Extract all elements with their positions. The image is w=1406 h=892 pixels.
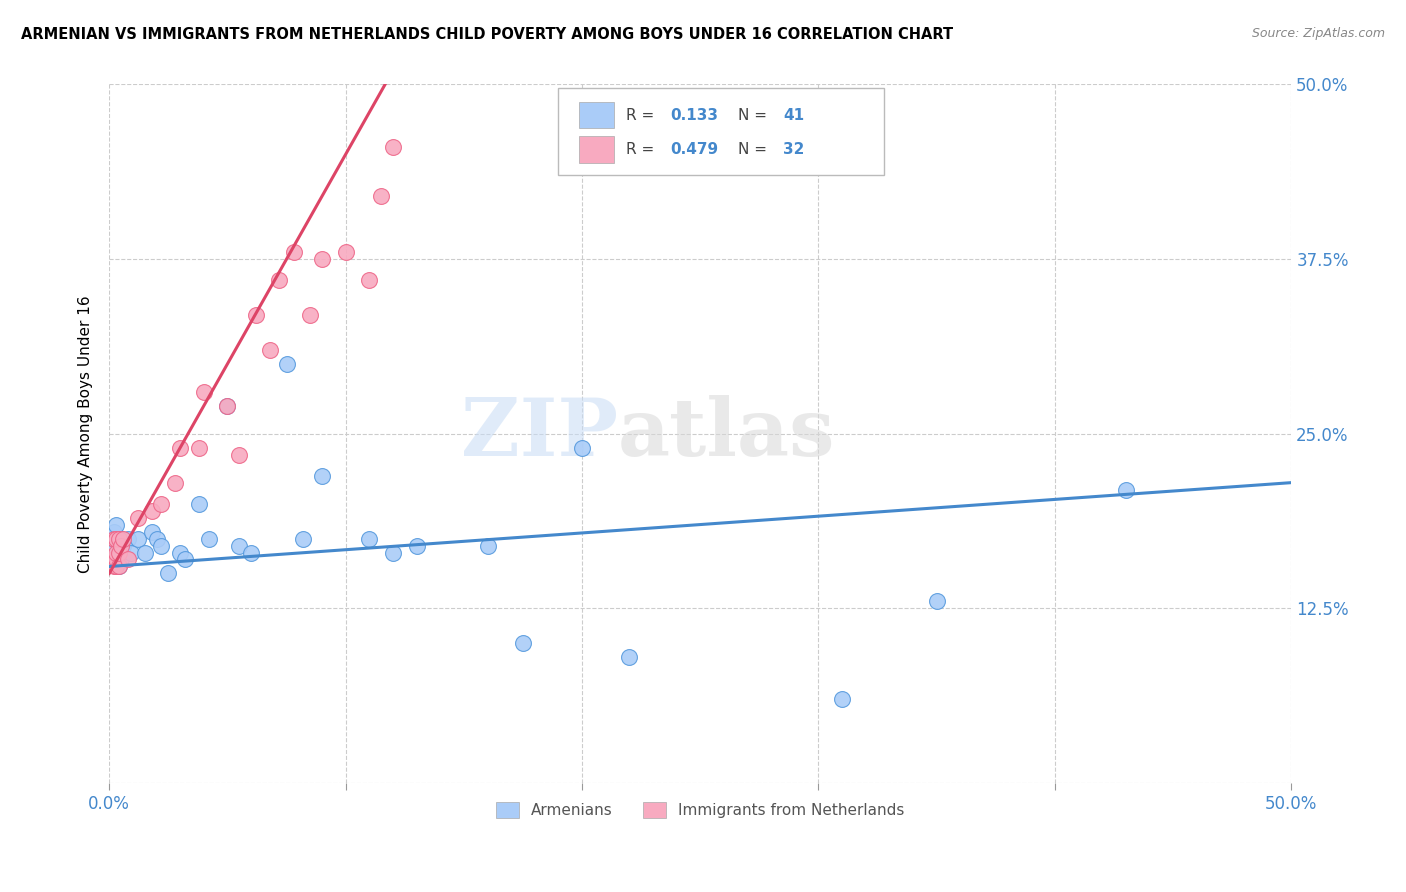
Point	[107, 545, 129, 559]
Point	[381, 140, 404, 154]
Text: N =: N =	[738, 142, 772, 157]
Point	[110, 539, 132, 553]
Point	[240, 545, 263, 559]
Point	[165, 475, 187, 490]
Point	[370, 189, 392, 203]
Point	[228, 539, 250, 553]
Point	[107, 559, 129, 574]
Point	[381, 545, 404, 559]
Point	[141, 524, 163, 539]
Point	[107, 559, 129, 574]
FancyBboxPatch shape	[558, 88, 883, 175]
Point	[925, 594, 948, 608]
Point	[150, 539, 173, 553]
Point	[103, 532, 125, 546]
Point	[105, 532, 128, 546]
FancyBboxPatch shape	[578, 136, 614, 162]
Point	[276, 357, 298, 371]
Point	[150, 497, 173, 511]
Point	[311, 468, 333, 483]
Text: Source: ZipAtlas.com: Source: ZipAtlas.com	[1251, 27, 1385, 40]
Point	[127, 510, 149, 524]
Point	[112, 532, 135, 546]
Text: 32: 32	[783, 142, 804, 157]
Text: ZIP: ZIP	[461, 395, 617, 473]
Point	[217, 399, 239, 413]
Text: R =: R =	[626, 108, 659, 123]
Point	[188, 441, 211, 455]
Point	[141, 503, 163, 517]
Point	[228, 448, 250, 462]
Point	[105, 517, 128, 532]
Point	[831, 692, 853, 706]
Point	[105, 552, 128, 566]
Point	[117, 532, 139, 546]
Point	[1115, 483, 1137, 497]
Point	[103, 539, 125, 553]
Point	[103, 559, 125, 574]
Point	[107, 545, 129, 559]
Point	[299, 308, 322, 322]
Point	[107, 532, 129, 546]
Point	[112, 539, 135, 553]
Y-axis label: Child Poverty Among Boys Under 16: Child Poverty Among Boys Under 16	[79, 295, 93, 573]
Point	[283, 245, 305, 260]
Text: 0.133: 0.133	[671, 108, 718, 123]
Point	[103, 552, 125, 566]
Point	[105, 559, 128, 574]
FancyBboxPatch shape	[578, 102, 614, 128]
Point	[105, 559, 128, 574]
Point	[117, 552, 139, 566]
Point	[110, 532, 132, 546]
Point	[110, 552, 132, 566]
Point	[217, 399, 239, 413]
Point	[292, 532, 315, 546]
Point	[245, 308, 267, 322]
Point	[103, 552, 125, 566]
Legend: Armenians, Immigrants from Netherlands: Armenians, Immigrants from Netherlands	[489, 796, 911, 824]
Point	[619, 650, 641, 665]
Text: 0.479: 0.479	[671, 142, 718, 157]
Text: atlas: atlas	[617, 395, 835, 473]
Point	[259, 343, 281, 357]
Point	[359, 273, 381, 287]
Point	[311, 252, 333, 266]
Point	[157, 566, 180, 581]
Point	[174, 552, 197, 566]
Point	[169, 441, 191, 455]
Point	[105, 545, 128, 559]
Point	[120, 545, 142, 559]
Point	[107, 532, 129, 546]
Point	[103, 532, 125, 546]
Point	[169, 545, 191, 559]
Point	[269, 273, 291, 287]
Point	[335, 245, 357, 260]
Point	[197, 532, 219, 546]
Point	[193, 384, 215, 399]
Point	[512, 636, 534, 650]
Point	[103, 524, 125, 539]
Point	[134, 545, 156, 559]
Point	[105, 532, 128, 546]
Point	[477, 539, 499, 553]
Point	[127, 532, 149, 546]
Point	[571, 441, 593, 455]
Text: N =: N =	[738, 108, 772, 123]
Point	[359, 532, 381, 546]
Point	[145, 532, 167, 546]
Text: R =: R =	[626, 142, 659, 157]
Point	[405, 539, 427, 553]
Text: ARMENIAN VS IMMIGRANTS FROM NETHERLANDS CHILD POVERTY AMONG BOYS UNDER 16 CORREL: ARMENIAN VS IMMIGRANTS FROM NETHERLANDS …	[21, 27, 953, 42]
Point	[188, 497, 211, 511]
Text: 41: 41	[783, 108, 804, 123]
